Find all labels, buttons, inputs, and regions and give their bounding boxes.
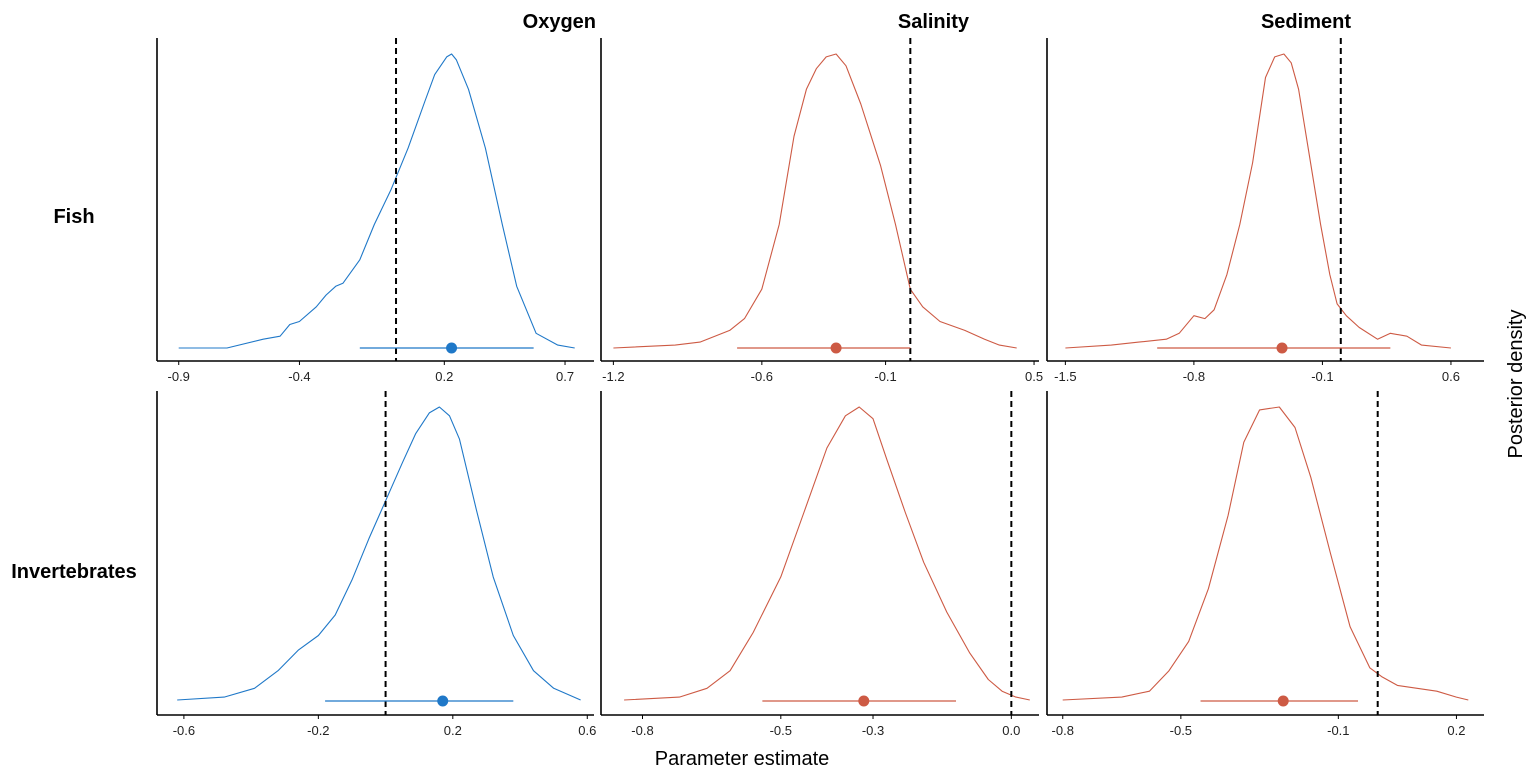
panel-fish-sediment: -1.5 -0.8 -0.1 0.6 — [1046, 38, 1484, 384]
x-tick-label: -0.8 — [1183, 369, 1205, 384]
x-tick-label: -0.9 — [168, 369, 190, 384]
point-estimate — [830, 342, 842, 354]
x-tick-label: -0.6 — [751, 369, 773, 384]
row-label-invertebrates: Invertebrates — [11, 561, 137, 583]
density-curve — [1065, 53, 1451, 349]
column-title-sediment: Sediment — [1261, 11, 1351, 33]
x-tick-label: -0.1 — [874, 369, 896, 384]
density-curve — [178, 53, 575, 349]
x-tick-label: -0.1 — [1311, 369, 1333, 384]
point-estimate — [1277, 695, 1289, 707]
x-tick-label: -0.3 — [862, 723, 884, 738]
x-tick-label: -0.6 — [173, 723, 195, 738]
row-label-fish: Fish — [53, 206, 94, 228]
density-curve — [624, 406, 1030, 701]
x-tick-label: -0.5 — [770, 723, 792, 738]
x-tick-label: -0.8 — [1052, 723, 1074, 738]
x-tick-label: 0.0 — [1002, 723, 1020, 738]
x-tick-label: -0.8 — [631, 723, 653, 738]
x-tick-label: 0.2 — [1447, 723, 1465, 738]
panel-invertebrates-sediment: -0.8 -0.5 -0.1 0.2 — [1046, 391, 1484, 738]
x-tick-label: -1.2 — [602, 369, 624, 384]
x-tick-label: -0.4 — [288, 369, 310, 384]
panel-fish-oxygen: -0.9 -0.4 0.2 0.7 — [156, 38, 594, 384]
x-tick-label: 0.7 — [556, 369, 574, 384]
panel-fish-salinity: -1.2 -0.6 -0.1 0.5 — [600, 38, 1043, 384]
column-title-salinity: Salinity — [898, 11, 970, 33]
x-tick-label: 0.6 — [1442, 369, 1460, 384]
x-tick-label: -0.5 — [1170, 723, 1192, 738]
x-axis-title: Parameter estimate — [655, 748, 830, 768]
point-estimate — [1276, 342, 1288, 354]
panel-invertebrates-salinity: -0.8 -0.5 -0.3 0.0 — [600, 391, 1039, 738]
column-title-oxygen: Oxygen — [523, 11, 596, 33]
panels-group: -0.9 -0.4 0.2 0.7 -1.2 -0.6 -0.1 0.5 -1.5 -0.8 -0.… — [156, 38, 1484, 738]
density-curve — [177, 406, 581, 701]
x-tick-label: 0.2 — [435, 369, 453, 384]
point-estimate — [446, 342, 458, 354]
x-tick-label: -1.5 — [1054, 369, 1076, 384]
point-estimate — [437, 695, 449, 707]
x-tick-label: 0.2 — [444, 723, 462, 738]
point-estimate — [858, 695, 870, 707]
panel-invertebrates-oxygen: -0.6 -0.2 0.2 0.6 — [156, 391, 596, 738]
x-tick-label: 0.5 — [1025, 369, 1043, 384]
density-curve — [613, 53, 1017, 349]
density-curve — [1062, 406, 1469, 701]
x-tick-label: -0.1 — [1327, 723, 1349, 738]
y-axis-title: Posterior density — [1505, 310, 1527, 459]
x-tick-label: -0.2 — [307, 723, 329, 738]
x-tick-label: 0.6 — [578, 723, 596, 738]
